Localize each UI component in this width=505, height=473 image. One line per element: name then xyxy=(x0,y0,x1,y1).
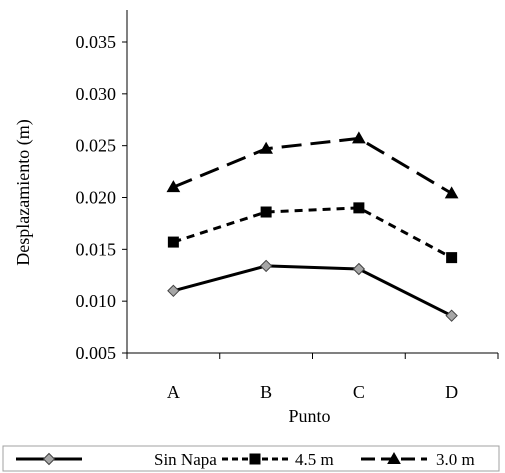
series-lines xyxy=(172,136,453,318)
y-tick-label: 0.020 xyxy=(76,188,117,208)
data-point xyxy=(259,259,273,273)
series-line xyxy=(172,206,453,259)
series-markers xyxy=(166,131,459,322)
data-point xyxy=(445,309,458,322)
y-tick-label: 0.005 xyxy=(76,343,117,363)
axes xyxy=(122,10,499,359)
data-point xyxy=(260,206,272,218)
x-tick-label: B xyxy=(260,382,272,402)
y-tick-labels: 0.005 0.010 0.015 0.020 0.025 0.030 0.035 xyxy=(76,32,117,363)
y-tick-label: 0.015 xyxy=(76,239,117,259)
x-tick-label: A xyxy=(167,382,180,402)
data-point xyxy=(167,284,180,298)
series-line xyxy=(172,136,453,195)
data-point xyxy=(353,202,365,214)
y-tick-label: 0.025 xyxy=(76,136,117,156)
legend-marker xyxy=(42,452,56,466)
data-point xyxy=(352,262,366,276)
legend-label: 3.0 m xyxy=(436,450,475,469)
x-tick-label: D xyxy=(445,382,458,402)
data-point xyxy=(352,131,366,144)
series-line xyxy=(172,264,453,318)
y-axis-title: Desplazamiento (m) xyxy=(13,119,34,265)
data-point xyxy=(444,186,459,199)
legend-marker xyxy=(249,453,261,465)
legend-label: Sin Napa xyxy=(154,450,217,469)
y-tick-label: 0.010 xyxy=(76,291,117,311)
legend: Sin Napa 4.5 m 3.0 m xyxy=(2,445,500,472)
y-tick-label: 0.035 xyxy=(76,32,117,52)
legend-marker xyxy=(387,451,401,464)
data-point xyxy=(166,180,181,193)
x-axis-title: Punto xyxy=(288,406,330,426)
data-point xyxy=(167,236,179,248)
x-tick-label: C xyxy=(353,382,365,402)
data-point xyxy=(446,252,458,264)
legend-label: 4.5 m xyxy=(295,450,334,469)
data-point xyxy=(259,141,273,154)
x-tick-labels: A B C D xyxy=(167,382,458,402)
y-tick-label: 0.030 xyxy=(76,84,117,104)
